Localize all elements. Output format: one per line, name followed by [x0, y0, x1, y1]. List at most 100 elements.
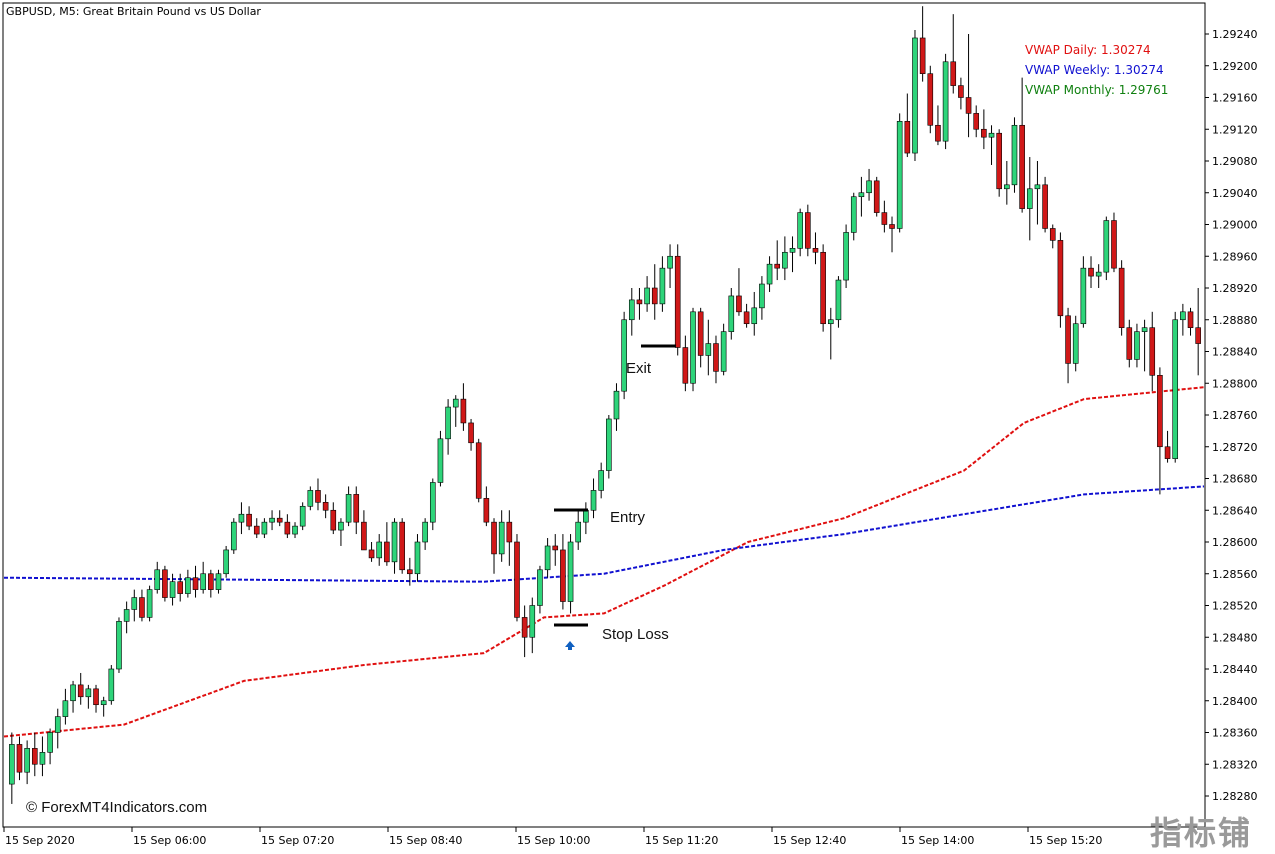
candle-bull — [728, 295, 735, 332]
candle-bear — [805, 212, 811, 249]
vwap-weekly-line — [3, 485, 1205, 583]
candle-bear — [276, 517, 283, 523]
candle-bull — [567, 541, 574, 602]
y-tick-label: 1.28800 — [1212, 377, 1258, 390]
candle-bull — [54, 716, 61, 733]
candle-bear — [1057, 240, 1064, 317]
candle-bear — [475, 442, 482, 499]
plot-frame — [2, 2, 1206, 828]
candle-bull — [452, 398, 459, 408]
candle-bull — [835, 279, 842, 321]
y-tick-label: 1.28880 — [1212, 314, 1258, 327]
candle-bear — [483, 498, 490, 523]
candle-bull — [529, 605, 536, 638]
candle-bull — [376, 541, 383, 559]
candle-bear — [506, 521, 513, 543]
candle-bear — [322, 502, 329, 511]
y-tick-label: 1.28360 — [1212, 727, 1258, 740]
candle-bull — [146, 589, 153, 618]
candle-bull — [1034, 184, 1041, 190]
candle-bear — [1049, 228, 1056, 241]
y-tick-label: 1.29080 — [1212, 155, 1258, 168]
candle-bear — [820, 251, 826, 325]
candle-bear — [361, 521, 367, 551]
candle-bear — [552, 545, 559, 551]
candle-bull — [299, 505, 306, 527]
vwap-weekly-label: VWAP Weekly: 1.30274 — [1025, 63, 1164, 77]
y-tick-label: 1.29120 — [1212, 123, 1258, 136]
candle-bull — [912, 37, 918, 154]
candle-bear — [1118, 267, 1125, 328]
x-tick-label: 15 Sep 14:00 — [901, 834, 974, 847]
candle-bear — [368, 549, 375, 559]
candle-bear — [1195, 327, 1201, 344]
candle-bull — [988, 132, 995, 138]
candle-bull — [24, 748, 30, 773]
candle-bull — [1172, 319, 1179, 459]
trade-markers — [554, 344, 676, 650]
candle-bear — [246, 513, 252, 527]
candle-bull — [789, 248, 796, 253]
x-tick-label: 15 Sep 12:40 — [773, 834, 846, 847]
buy-arrow-icon — [565, 641, 575, 650]
candle-bear — [697, 311, 704, 356]
x-tick-label: 15 Sep 15:20 — [1029, 834, 1102, 847]
candle-bull — [690, 311, 696, 384]
candle-bear — [973, 113, 980, 130]
candle-bear — [996, 132, 1002, 190]
candle-bear — [958, 85, 964, 98]
candle-bull — [667, 255, 673, 269]
candle-bear — [208, 573, 214, 590]
candle-bear — [93, 688, 99, 706]
candle-bull — [1004, 184, 1010, 190]
candle-bull — [223, 549, 229, 575]
candle-bull — [544, 545, 551, 571]
y-tick-label: 1.28280 — [1212, 790, 1258, 803]
candle-bull — [850, 196, 857, 233]
candle-bear — [460, 398, 467, 424]
candle-bear — [1149, 327, 1156, 376]
candle-bull — [843, 232, 849, 281]
entry-label: Entry — [610, 509, 646, 526]
y-tick-label: 1.28760 — [1212, 409, 1258, 422]
watermark-logo: 指标铺 — [1150, 814, 1253, 852]
candle-bull — [123, 609, 130, 622]
x-tick-label: 15 Sep 06:00 — [133, 834, 206, 847]
candle-bear — [674, 255, 681, 348]
y-tick-label: 1.28520 — [1212, 600, 1258, 613]
y-tick-label: 1.28720 — [1212, 441, 1258, 454]
candle-bear — [315, 490, 321, 503]
candle-bear — [407, 569, 413, 575]
candle-bull — [169, 581, 176, 598]
candle-bull — [1141, 327, 1148, 332]
candle-bear — [636, 299, 643, 305]
y-tick-label: 1.28440 — [1212, 663, 1258, 676]
candle-bear — [1187, 311, 1194, 328]
y-tick-label: 1.28400 — [1212, 695, 1258, 708]
candle-bear — [950, 61, 957, 86]
candle-bear — [31, 748, 38, 765]
candle-bull — [1180, 311, 1186, 321]
candle-bear — [682, 347, 689, 384]
candle-bear — [1126, 327, 1133, 360]
price-axis: 1.29240 1.29200 1.29160 1.29120 1.29080 1.290… — [1205, 28, 1258, 803]
candle-bear — [651, 287, 658, 305]
candle-bear — [330, 509, 337, 531]
candle-bear — [1157, 375, 1163, 448]
candle-bull — [1072, 323, 1079, 364]
candle-bear — [1019, 124, 1025, 209]
candle-bear — [162, 569, 168, 598]
candle-bear — [384, 541, 390, 563]
candle-bear — [981, 128, 987, 138]
candle-bear — [927, 73, 934, 126]
candle-bear — [743, 311, 750, 325]
candle-bull — [9, 744, 15, 785]
candle-bull — [307, 490, 314, 507]
candle-bull — [338, 521, 344, 531]
candle-bull — [1095, 271, 1102, 277]
y-tick-label: 1.28320 — [1212, 758, 1258, 771]
candle-bull — [269, 517, 275, 523]
y-tick-label: 1.29000 — [1212, 219, 1258, 232]
candle-bull — [628, 299, 635, 321]
